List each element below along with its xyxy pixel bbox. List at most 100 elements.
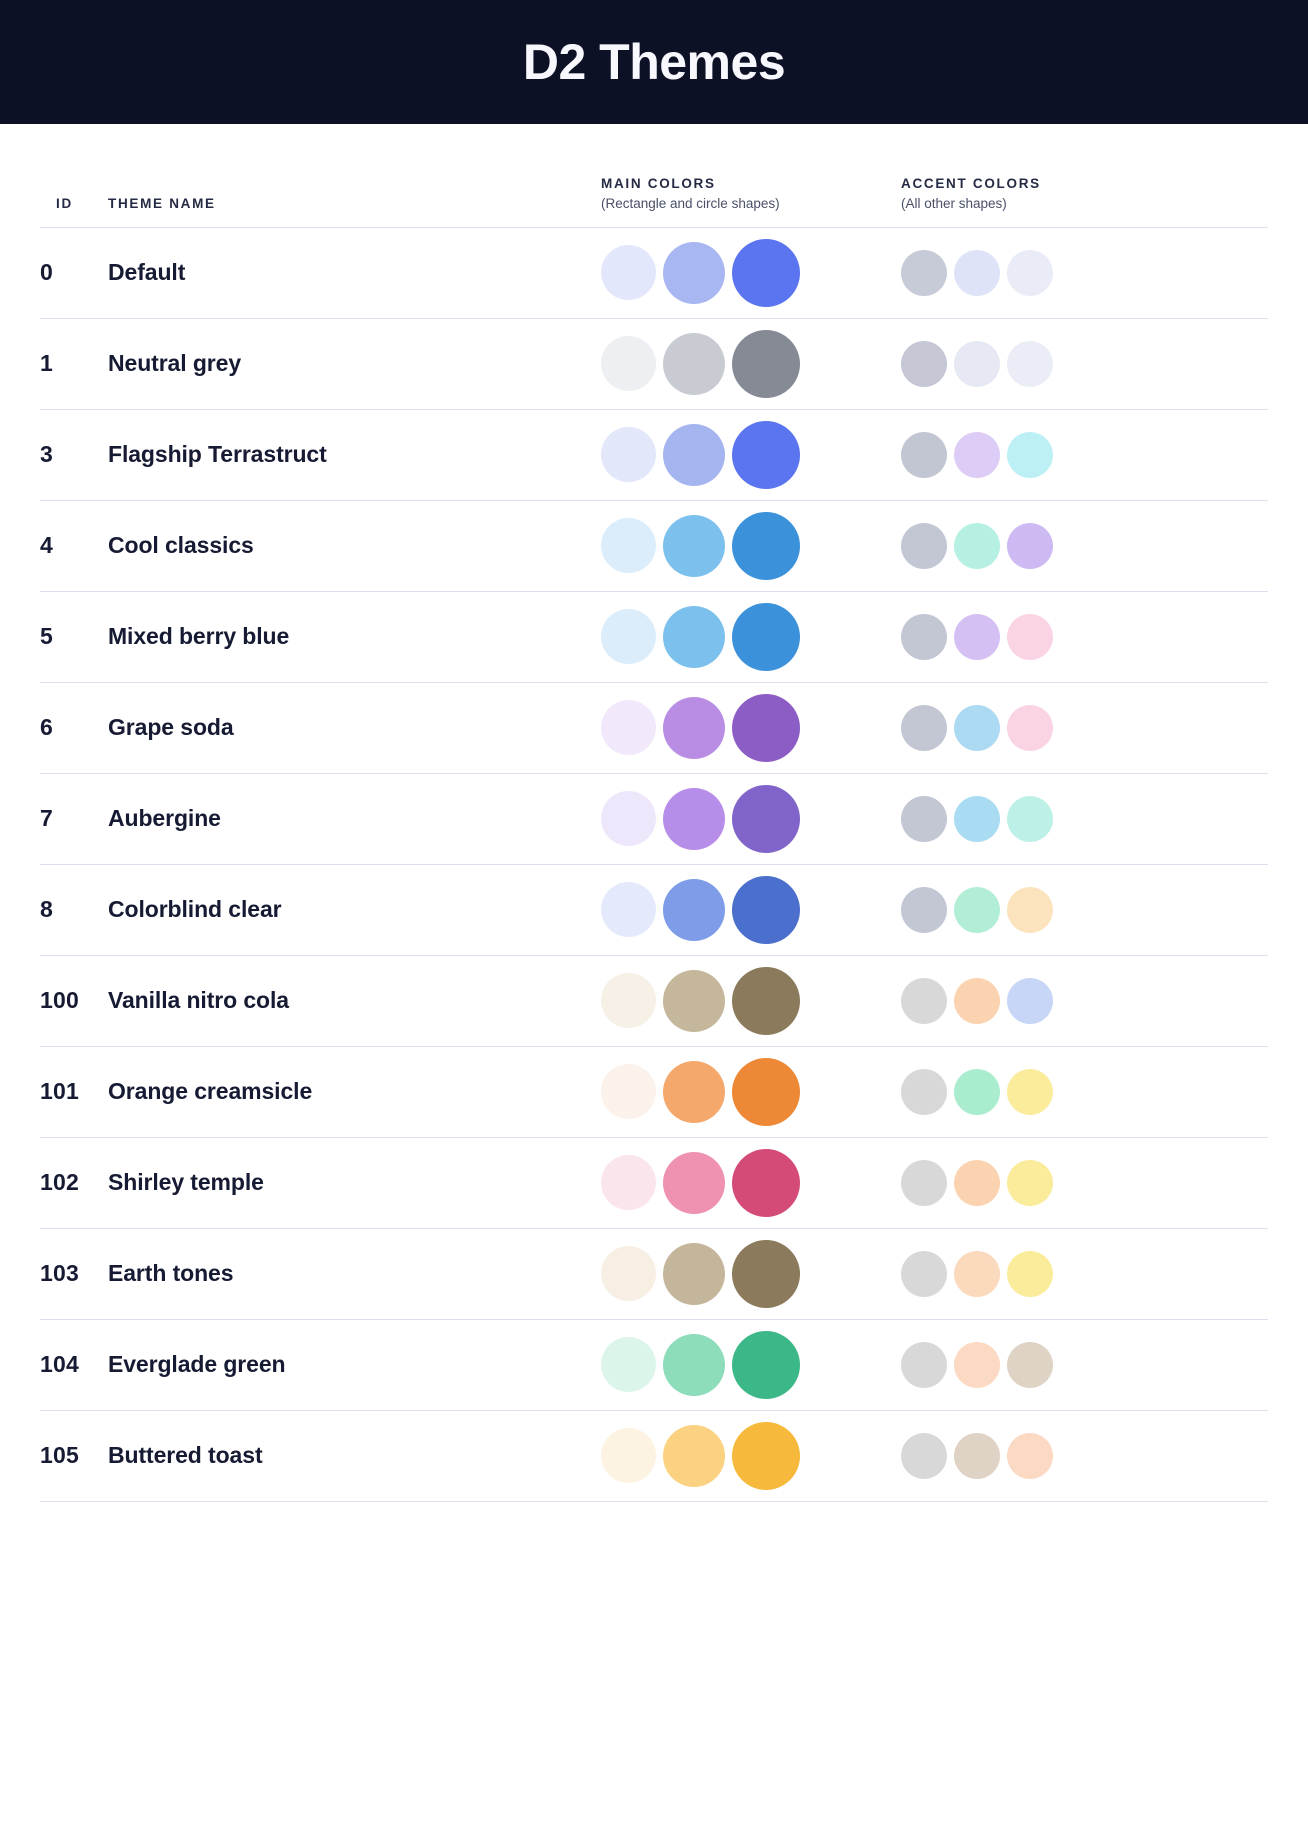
table-row[interactable]: 105 Buttered toast: [40, 1410, 1268, 1502]
column-header-id: ID: [40, 124, 108, 228]
accent-color-swatch: [954, 1250, 1000, 1297]
accent-color-swatches: [898, 1432, 1268, 1479]
accent-color-swatch: [954, 886, 1000, 933]
main-color-swatch: [601, 1428, 656, 1484]
main-color-swatch: [601, 973, 656, 1029]
table-row[interactable]: 6 Grape soda: [40, 682, 1268, 774]
column-header-main-colors: MAIN COLORS (Rectangle and circle shapes…: [598, 124, 898, 228]
column-header-accent-colors-sublabel: (All other shapes): [901, 195, 1007, 211]
accent-color-swatches: [898, 1068, 1268, 1115]
accent-color-swatch: [901, 704, 947, 751]
main-colors-cell: [598, 773, 898, 865]
accent-color-swatches: [898, 340, 1268, 387]
accent-color-swatch: [901, 1159, 947, 1206]
table-row[interactable]: 103 Earth tones: [40, 1228, 1268, 1320]
table-row[interactable]: 101 Orange creamsicle: [40, 1046, 1268, 1138]
main-color-swatch: [663, 787, 725, 850]
main-color-swatches: [598, 875, 898, 944]
accent-colors-cell: [898, 1410, 1268, 1502]
main-color-swatch: [601, 518, 656, 574]
accent-colors-cell: [898, 591, 1268, 683]
table-body: 0 Default 1 Neutral grey 3 Flagship Terrastru…: [40, 227, 1268, 1502]
theme-name: Default: [108, 227, 598, 319]
main-colors-cell: [598, 500, 898, 592]
accent-color-swatch: [1007, 249, 1053, 296]
accent-color-swatch: [901, 1250, 947, 1297]
main-color-swatch: [732, 875, 800, 944]
accent-color-swatch: [954, 795, 1000, 842]
main-color-swatches: [598, 420, 898, 489]
main-color-swatch: [732, 693, 800, 762]
accent-color-swatch: [1007, 613, 1053, 660]
table-row[interactable]: 100 Vanilla nitro cola: [40, 955, 1268, 1047]
accent-color-swatch: [901, 886, 947, 933]
column-header-theme-name: THEME NAME: [108, 124, 598, 228]
accent-color-swatches: [898, 704, 1268, 751]
main-color-swatch: [601, 1337, 656, 1393]
main-color-swatch: [732, 238, 800, 307]
accent-color-swatch: [954, 1432, 1000, 1479]
theme-id: 102: [40, 1137, 108, 1229]
accent-color-swatches: [898, 613, 1268, 660]
accent-color-swatch: [1007, 340, 1053, 387]
accent-colors-cell: [898, 773, 1268, 865]
theme-id: 3: [40, 409, 108, 501]
main-color-swatches: [598, 966, 898, 1035]
main-color-swatches: [598, 511, 898, 580]
table-row[interactable]: 0 Default: [40, 227, 1268, 319]
main-colors-cell: [598, 227, 898, 319]
accent-color-swatches: [898, 249, 1268, 296]
table-row[interactable]: 7 Aubergine: [40, 773, 1268, 865]
table-row[interactable]: 8 Colorblind clear: [40, 864, 1268, 956]
accent-color-swatch: [954, 613, 1000, 660]
main-color-swatch: [601, 245, 656, 301]
main-color-swatch: [601, 609, 656, 665]
accent-color-swatch: [954, 1159, 1000, 1206]
main-color-swatch: [663, 241, 725, 304]
theme-id: 6: [40, 682, 108, 774]
theme-id: 101: [40, 1046, 108, 1138]
main-color-swatch: [663, 332, 725, 395]
main-color-swatch: [601, 427, 656, 483]
theme-id: 105: [40, 1410, 108, 1502]
theme-name: Buttered toast: [108, 1410, 598, 1502]
main-color-swatches: [598, 1239, 898, 1308]
table-row[interactable]: 1 Neutral grey: [40, 318, 1268, 410]
main-color-swatch: [601, 791, 656, 847]
accent-color-swatches: [898, 522, 1268, 569]
main-colors-cell: [598, 318, 898, 410]
accent-color-swatch: [901, 1432, 947, 1479]
accent-color-swatch: [1007, 704, 1053, 751]
main-color-swatch: [663, 1242, 725, 1305]
main-color-swatches: [598, 602, 898, 671]
table-header-row: ID THEME NAME MAIN COLORS (Rectangle and…: [40, 124, 1268, 228]
theme-id: 8: [40, 864, 108, 956]
table-row[interactable]: 4 Cool classics: [40, 500, 1268, 592]
main-colors-cell: [598, 1410, 898, 1502]
table-row[interactable]: 5 Mixed berry blue: [40, 591, 1268, 683]
table-row[interactable]: 104 Everglade green: [40, 1319, 1268, 1411]
accent-color-swatch: [954, 977, 1000, 1024]
column-header-theme-name-label: THEME NAME: [108, 195, 216, 211]
theme-id: 100: [40, 955, 108, 1047]
accent-color-swatch: [1007, 1432, 1053, 1479]
accent-colors-cell: [898, 682, 1268, 774]
accent-color-swatch: [1007, 1341, 1053, 1388]
main-color-swatch: [663, 605, 725, 668]
table-row[interactable]: 102 Shirley temple: [40, 1137, 1268, 1229]
accent-colors-cell: [898, 500, 1268, 592]
main-color-swatch: [663, 1333, 725, 1396]
table-row[interactable]: 3 Flagship Terrastruct: [40, 409, 1268, 501]
accent-color-swatch: [1007, 977, 1053, 1024]
accent-colors-cell: [898, 864, 1268, 956]
theme-name: Shirley temple: [108, 1137, 598, 1229]
main-color-swatch: [732, 420, 800, 489]
main-colors-cell: [598, 955, 898, 1047]
main-color-swatch: [732, 511, 800, 580]
accent-color-swatches: [898, 1250, 1268, 1297]
accent-color-swatch: [954, 431, 1000, 478]
main-color-swatch: [601, 1155, 656, 1211]
accent-colors-cell: [898, 955, 1268, 1047]
accent-color-swatch: [901, 1341, 947, 1388]
accent-color-swatches: [898, 1341, 1268, 1388]
